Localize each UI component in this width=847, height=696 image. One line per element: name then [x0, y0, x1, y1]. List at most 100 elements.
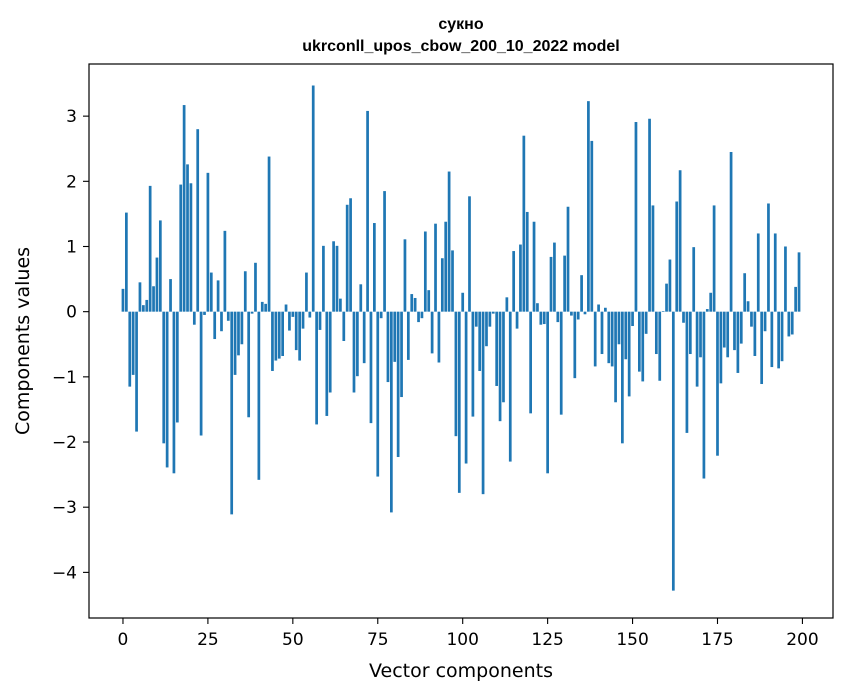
bar-76: [379, 311, 383, 319]
bar-65: [342, 311, 346, 341]
bar-166: [685, 311, 689, 433]
bar-92: [434, 223, 437, 312]
bar-136: [583, 311, 587, 315]
bar-73: [369, 311, 373, 424]
bar-107: [485, 311, 488, 347]
bar-104: [474, 311, 478, 327]
bar-125: [546, 311, 549, 474]
bar-15: [172, 311, 176, 474]
y-tick-label: −4: [52, 563, 77, 583]
bar-110: [495, 311, 499, 386]
bar-196: [787, 311, 791, 337]
bar-148: [624, 311, 628, 360]
bar-2: [128, 311, 132, 387]
bar-169: [695, 311, 699, 387]
bar-192: [773, 233, 777, 312]
bar-102: [468, 196, 471, 312]
bar-118: [522, 135, 526, 312]
bar-179: [729, 151, 733, 312]
bar-154: [644, 311, 648, 334]
bar-84: [406, 311, 410, 360]
bar-74: [373, 223, 376, 312]
bar-168: [692, 247, 696, 312]
bar-82: [400, 311, 403, 398]
bar-16: [175, 311, 179, 423]
x-tick-label: 150: [616, 630, 648, 650]
bar-20: [189, 183, 193, 312]
bar-156: [651, 205, 655, 312]
bar-180: [733, 311, 736, 351]
bar-98: [454, 311, 458, 437]
bar-160: [665, 283, 668, 312]
bars-group: [121, 85, 801, 591]
bar-112: [502, 311, 505, 403]
bar-195: [784, 246, 787, 312]
bar-81: [396, 311, 400, 458]
bar-99: [457, 311, 461, 493]
y-tick-label: −3: [52, 498, 77, 518]
bar-159: [661, 311, 665, 312]
bar-23: [199, 311, 203, 436]
bar-147: [621, 311, 624, 444]
bar-21: [192, 311, 196, 325]
bar-161: [668, 259, 672, 312]
bar-43: [267, 156, 271, 312]
bar-173: [709, 292, 713, 312]
y-tick-label: −2: [52, 433, 77, 453]
bar-36: [243, 271, 247, 312]
bar-188: [760, 311, 764, 385]
bar-17: [179, 184, 183, 312]
x-axis: 0 25 50 75 100 125 150 175 200: [118, 618, 819, 650]
bar-63: [335, 245, 339, 312]
bar-80: [393, 311, 397, 362]
bar-123: [539, 311, 543, 325]
bar-13: [165, 311, 169, 468]
bar-126: [549, 256, 553, 312]
bar-9: [152, 286, 155, 312]
bar-56: [311, 85, 315, 312]
y-axis-label: Components values: [12, 247, 34, 435]
x-tick-label: 25: [197, 630, 219, 650]
bar-3: [131, 311, 135, 375]
bar-120: [529, 311, 532, 414]
bar-193: [777, 311, 780, 369]
bar-116: [515, 311, 519, 329]
bar-135: [580, 275, 583, 312]
bar-71: [362, 311, 366, 364]
bar-38: [250, 311, 254, 314]
bar-187: [756, 233, 760, 312]
bar-91: [430, 311, 434, 354]
bar-42: [264, 303, 268, 312]
bar-77: [383, 191, 386, 312]
bar-101: [464, 311, 468, 464]
bar-90: [427, 290, 431, 312]
bar-58: [318, 311, 322, 330]
bar-141: [600, 311, 604, 355]
bar-106: [481, 311, 485, 495]
bar-52: [298, 311, 301, 361]
bar-88: [420, 311, 424, 319]
x-tick-label: 125: [531, 630, 563, 650]
bar-66: [345, 204, 349, 312]
y-tick-label: 0: [66, 303, 77, 323]
bar-162: [671, 311, 675, 591]
bar-134: [576, 311, 580, 320]
bar-10: [155, 257, 159, 312]
bar-170: [699, 311, 702, 358]
bar-24: [203, 311, 206, 315]
bar-149: [627, 311, 631, 397]
bar-129: [559, 311, 563, 415]
bar-146: [617, 311, 621, 345]
y-tick-label: −1: [52, 368, 77, 388]
bar-185: [750, 311, 753, 327]
bar-62: [332, 241, 335, 312]
bar-96: [447, 171, 451, 312]
bar-183: [743, 273, 747, 312]
x-tick-label: 50: [282, 630, 304, 650]
bar-57: [315, 311, 318, 425]
chart-title-line2: ukrconll_upos_cbow_200_10_2022 model: [302, 38, 619, 55]
bar-39: [254, 262, 257, 312]
bar-140: [597, 304, 600, 312]
bar-198: [794, 286, 797, 312]
